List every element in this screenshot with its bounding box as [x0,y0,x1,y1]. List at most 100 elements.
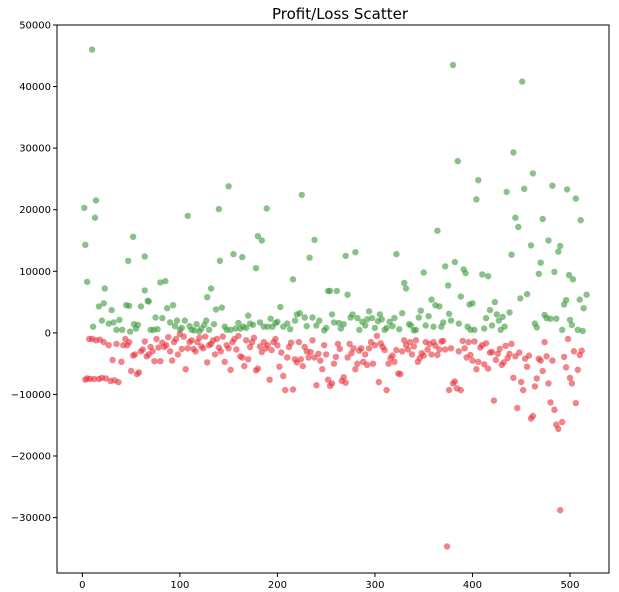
loss-point [127,367,135,375]
loss-point [118,358,125,365]
profit-point [349,311,356,318]
profit-point [363,316,371,323]
profit-point [454,157,461,165]
loss-point [221,358,228,365]
profit-point [113,326,120,333]
profit-point [129,233,137,240]
loss-point [455,348,462,355]
loss-point [484,365,492,372]
loss-point [502,342,509,349]
profit-point [559,326,566,333]
loss-point [352,366,359,373]
loss-point [126,338,133,346]
profit-point [216,257,224,264]
chart-marks [81,46,590,550]
loss-point [196,334,203,341]
loss-point [213,335,221,343]
loss-point [340,374,347,381]
profit-point [444,282,452,289]
profit-point [539,215,546,223]
loss-point [141,338,148,345]
profit-point [412,326,420,333]
profit-point [428,296,435,303]
loss-point [566,374,574,381]
profit-point [274,318,281,325]
profit-point [442,263,449,270]
loss-point [239,354,246,361]
profit-point [249,321,257,329]
loss-point [443,543,451,550]
profit-point [572,195,579,202]
loss-point [200,345,207,352]
loss-point [401,337,408,344]
loss-point [564,335,572,343]
profit-point [239,253,246,261]
loss-point [531,383,539,390]
profit-point [100,300,108,307]
profit-point [449,61,457,69]
profit-point [101,285,109,292]
profit-point [407,322,415,329]
profit-point [203,317,210,324]
loss-point [168,357,176,364]
profit-point [116,316,123,324]
loss-point [508,340,515,348]
loss-point [482,340,490,347]
profit-point [580,305,587,312]
profit-point [569,276,577,283]
profit-point [506,309,513,316]
profit-point [422,322,429,329]
profit-point [289,276,297,283]
loss-point [562,364,570,371]
profit-point [256,319,264,326]
loss-point [313,382,320,389]
profit-point [89,323,97,330]
loss-point [350,345,357,352]
profit-point [535,270,542,277]
profit-point [306,254,313,261]
profit-point [205,326,213,333]
x-tick-label: 300 [365,580,384,591]
profit-point [126,302,133,309]
loss-point [539,367,546,375]
profit-point [126,328,134,335]
loss-point [506,350,513,357]
loss-point [268,346,275,354]
profit-point [313,322,320,329]
profit-point [479,271,486,278]
y-tick-label: 40000 [19,82,51,93]
profit-point [451,258,459,266]
profit-point [415,314,422,321]
profit-point [84,278,91,285]
loss-point [574,366,581,373]
profit-point [365,308,373,315]
profit-point [499,313,506,321]
profit-point [383,324,390,332]
loss-point [149,348,156,355]
profit-point [529,170,537,177]
loss-point [523,363,531,370]
loss-point [391,358,398,365]
profit-point [563,186,571,193]
profit-point [88,46,96,53]
profit-point [553,315,560,322]
loss-point [178,345,185,353]
loss-point [434,351,441,359]
loss-point [319,366,326,373]
profit-point [245,312,252,319]
loss-point [280,372,287,380]
profit-point [166,319,174,326]
loss-point [131,351,139,358]
profit-point [291,317,299,324]
profit-point [508,251,515,258]
loss-point [272,335,279,343]
y-tick-label: −10000 [11,390,51,401]
profit-point [356,326,363,333]
loss-point [233,346,240,353]
loss-point [334,340,342,348]
loss-point [549,357,556,364]
loss-point [381,346,388,354]
loss-point [166,348,174,355]
profit-point [152,314,159,321]
x-tick-label: 0 [79,580,85,591]
